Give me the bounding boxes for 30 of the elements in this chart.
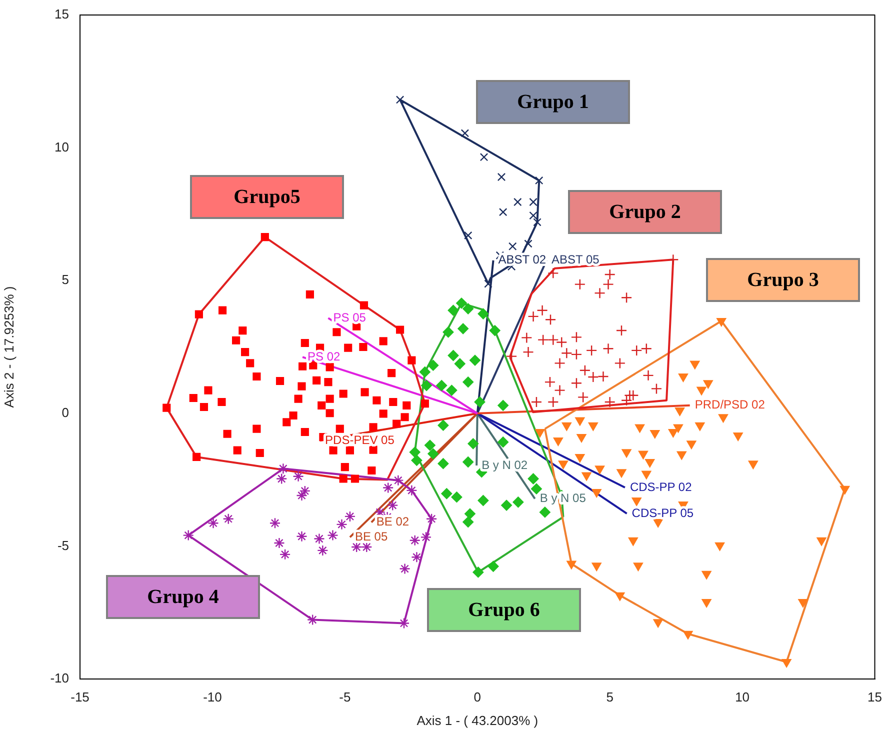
annotation: Grupo 6 [468,598,540,622]
y-tick-label: -5 [57,538,69,553]
x-tick-label: 5 [606,689,614,704]
series-label: PDS-PEV 05 [325,432,395,447]
series-label: CDS-PP 05 [632,506,694,520]
x-tick-label: 0 [474,689,481,704]
x-tick-label: 15 [868,689,882,704]
y-axis-title: Axis 2 - ( 17.9253% ) [1,286,16,408]
annotation: Grupo5 [234,186,300,208]
y-tick-label: 0 [62,404,69,420]
x-axis-title: Axis 1 - ( 43.2003% ) [416,712,538,728]
series-label: ABST 05 [552,252,600,267]
series-label: B y N 02 [482,458,528,472]
x-tick-label: -5 [339,689,351,704]
series-label: BE 05 [354,529,388,544]
series-label: PRD/PSD 02 [694,398,766,412]
y-tick-label: 10 [54,139,69,154]
annotation: Grupo 4 [147,586,219,608]
annotation: Grupo 2 [609,200,681,224]
x-tick-label: -10 [203,689,222,704]
y-tick-label: -10 [50,670,69,686]
x-tick-label: 10 [735,689,750,704]
y-tick-label: 5 [62,272,69,288]
annotation: Grupo 1 [517,90,589,114]
series-label: PS 05 [333,310,366,324]
annotation: Grupo 3 [747,268,819,292]
series-label: PS 02 [308,349,341,364]
y-tick-label: 15 [54,6,69,22]
x-tick-label: -15 [70,689,90,704]
series-label: CDS-PP 02 [630,480,692,494]
